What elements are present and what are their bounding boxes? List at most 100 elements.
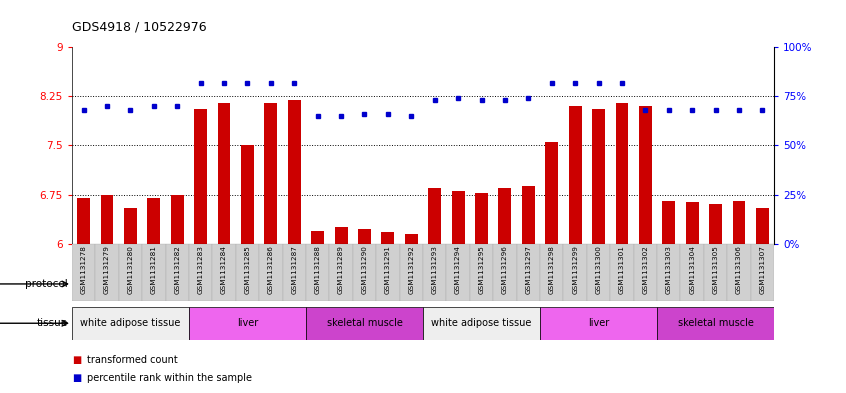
Bar	[166, 244, 189, 301]
Text: GSM1131289: GSM1131289	[338, 245, 344, 294]
Bar	[728, 244, 750, 301]
Text: GSM1131295: GSM1131295	[479, 245, 485, 294]
Text: GSM1131284: GSM1131284	[221, 245, 227, 294]
Text: transformed count: transformed count	[87, 354, 178, 365]
Text: liver: liver	[588, 318, 609, 328]
Bar	[101, 195, 113, 244]
Bar	[306, 307, 423, 340]
Bar	[680, 244, 704, 301]
Text: GSM1131296: GSM1131296	[502, 245, 508, 294]
Text: GSM1131290: GSM1131290	[361, 245, 367, 294]
Text: skeletal muscle: skeletal muscle	[678, 318, 754, 328]
Text: white adipose tissue: white adipose tissue	[431, 318, 531, 328]
Text: percentile rank within the sample: percentile rank within the sample	[87, 373, 252, 383]
Bar	[195, 109, 207, 244]
Bar	[72, 307, 189, 340]
Text: GSM1131305: GSM1131305	[712, 245, 718, 294]
Bar	[428, 188, 441, 244]
Text: skeletal muscle: skeletal muscle	[327, 318, 403, 328]
Bar	[756, 208, 769, 244]
Bar	[639, 106, 651, 244]
Bar	[142, 244, 166, 301]
Text: GSM1131278: GSM1131278	[80, 245, 86, 294]
Text: GSM1131280: GSM1131280	[128, 245, 134, 294]
Bar	[447, 244, 470, 301]
Text: GSM1131300: GSM1131300	[596, 245, 602, 294]
Bar	[634, 244, 657, 301]
Text: GSM1131293: GSM1131293	[431, 245, 437, 294]
Bar	[335, 227, 348, 244]
Bar	[124, 208, 137, 244]
Text: GSM1131301: GSM1131301	[619, 245, 625, 294]
Bar	[587, 244, 610, 301]
Bar	[212, 244, 236, 301]
Bar	[522, 186, 535, 244]
Bar	[452, 191, 464, 244]
Bar	[72, 244, 96, 301]
Text: GSM1131288: GSM1131288	[315, 245, 321, 294]
Bar	[686, 202, 699, 244]
Text: GSM1131297: GSM1131297	[525, 245, 531, 294]
Text: fasted: fasted	[581, 279, 616, 289]
Bar	[540, 244, 563, 301]
Text: GSM1131287: GSM1131287	[291, 245, 297, 294]
Text: GSM1131294: GSM1131294	[455, 245, 461, 294]
Bar	[306, 244, 329, 301]
Text: white adipose tissue: white adipose tissue	[80, 318, 180, 328]
Text: GSM1131307: GSM1131307	[760, 245, 766, 294]
Bar	[217, 103, 230, 244]
Bar	[592, 109, 605, 244]
Bar	[405, 234, 418, 244]
Bar	[259, 244, 283, 301]
Text: GSM1131302: GSM1131302	[642, 245, 648, 294]
Text: GSM1131281: GSM1131281	[151, 245, 157, 294]
Bar	[423, 307, 540, 340]
Bar	[382, 232, 394, 244]
Bar	[288, 99, 300, 244]
Text: GDS4918 / 10522976: GDS4918 / 10522976	[72, 20, 206, 33]
Bar	[96, 244, 118, 301]
Bar	[704, 244, 728, 301]
Text: GSM1131291: GSM1131291	[385, 245, 391, 294]
Text: GSM1131298: GSM1131298	[549, 245, 555, 294]
Bar	[265, 103, 277, 244]
Bar	[546, 142, 558, 244]
Text: GSM1131299: GSM1131299	[572, 245, 578, 294]
Bar	[569, 106, 581, 244]
Bar	[610, 244, 634, 301]
Bar	[358, 229, 371, 244]
Bar	[118, 244, 142, 301]
Bar	[72, 267, 423, 301]
Bar	[493, 244, 517, 301]
Text: tissue: tissue	[36, 318, 68, 328]
Bar	[283, 244, 306, 301]
Text: GSM1131283: GSM1131283	[198, 245, 204, 294]
Text: GSM1131306: GSM1131306	[736, 245, 742, 294]
Text: GSM1131303: GSM1131303	[666, 245, 672, 294]
Bar	[657, 307, 774, 340]
Bar	[241, 145, 254, 244]
Text: GSM1131292: GSM1131292	[409, 245, 415, 294]
Text: ■: ■	[72, 373, 81, 383]
Bar	[77, 198, 90, 244]
Bar	[517, 244, 540, 301]
Text: GSM1131279: GSM1131279	[104, 245, 110, 294]
Bar	[423, 267, 774, 301]
Bar	[709, 204, 722, 244]
Bar	[563, 244, 587, 301]
Text: GSM1131285: GSM1131285	[244, 245, 250, 294]
Bar	[423, 244, 447, 301]
Bar	[189, 244, 212, 301]
Bar	[311, 231, 324, 244]
Text: GSM1131304: GSM1131304	[689, 245, 695, 294]
Bar	[616, 103, 629, 244]
Bar	[236, 244, 259, 301]
Bar	[329, 244, 353, 301]
Text: GSM1131286: GSM1131286	[268, 245, 274, 294]
Bar	[399, 244, 423, 301]
Bar	[750, 244, 774, 301]
Bar	[376, 244, 399, 301]
Bar	[189, 307, 306, 340]
Text: ■: ■	[72, 354, 81, 365]
Bar	[498, 188, 511, 244]
